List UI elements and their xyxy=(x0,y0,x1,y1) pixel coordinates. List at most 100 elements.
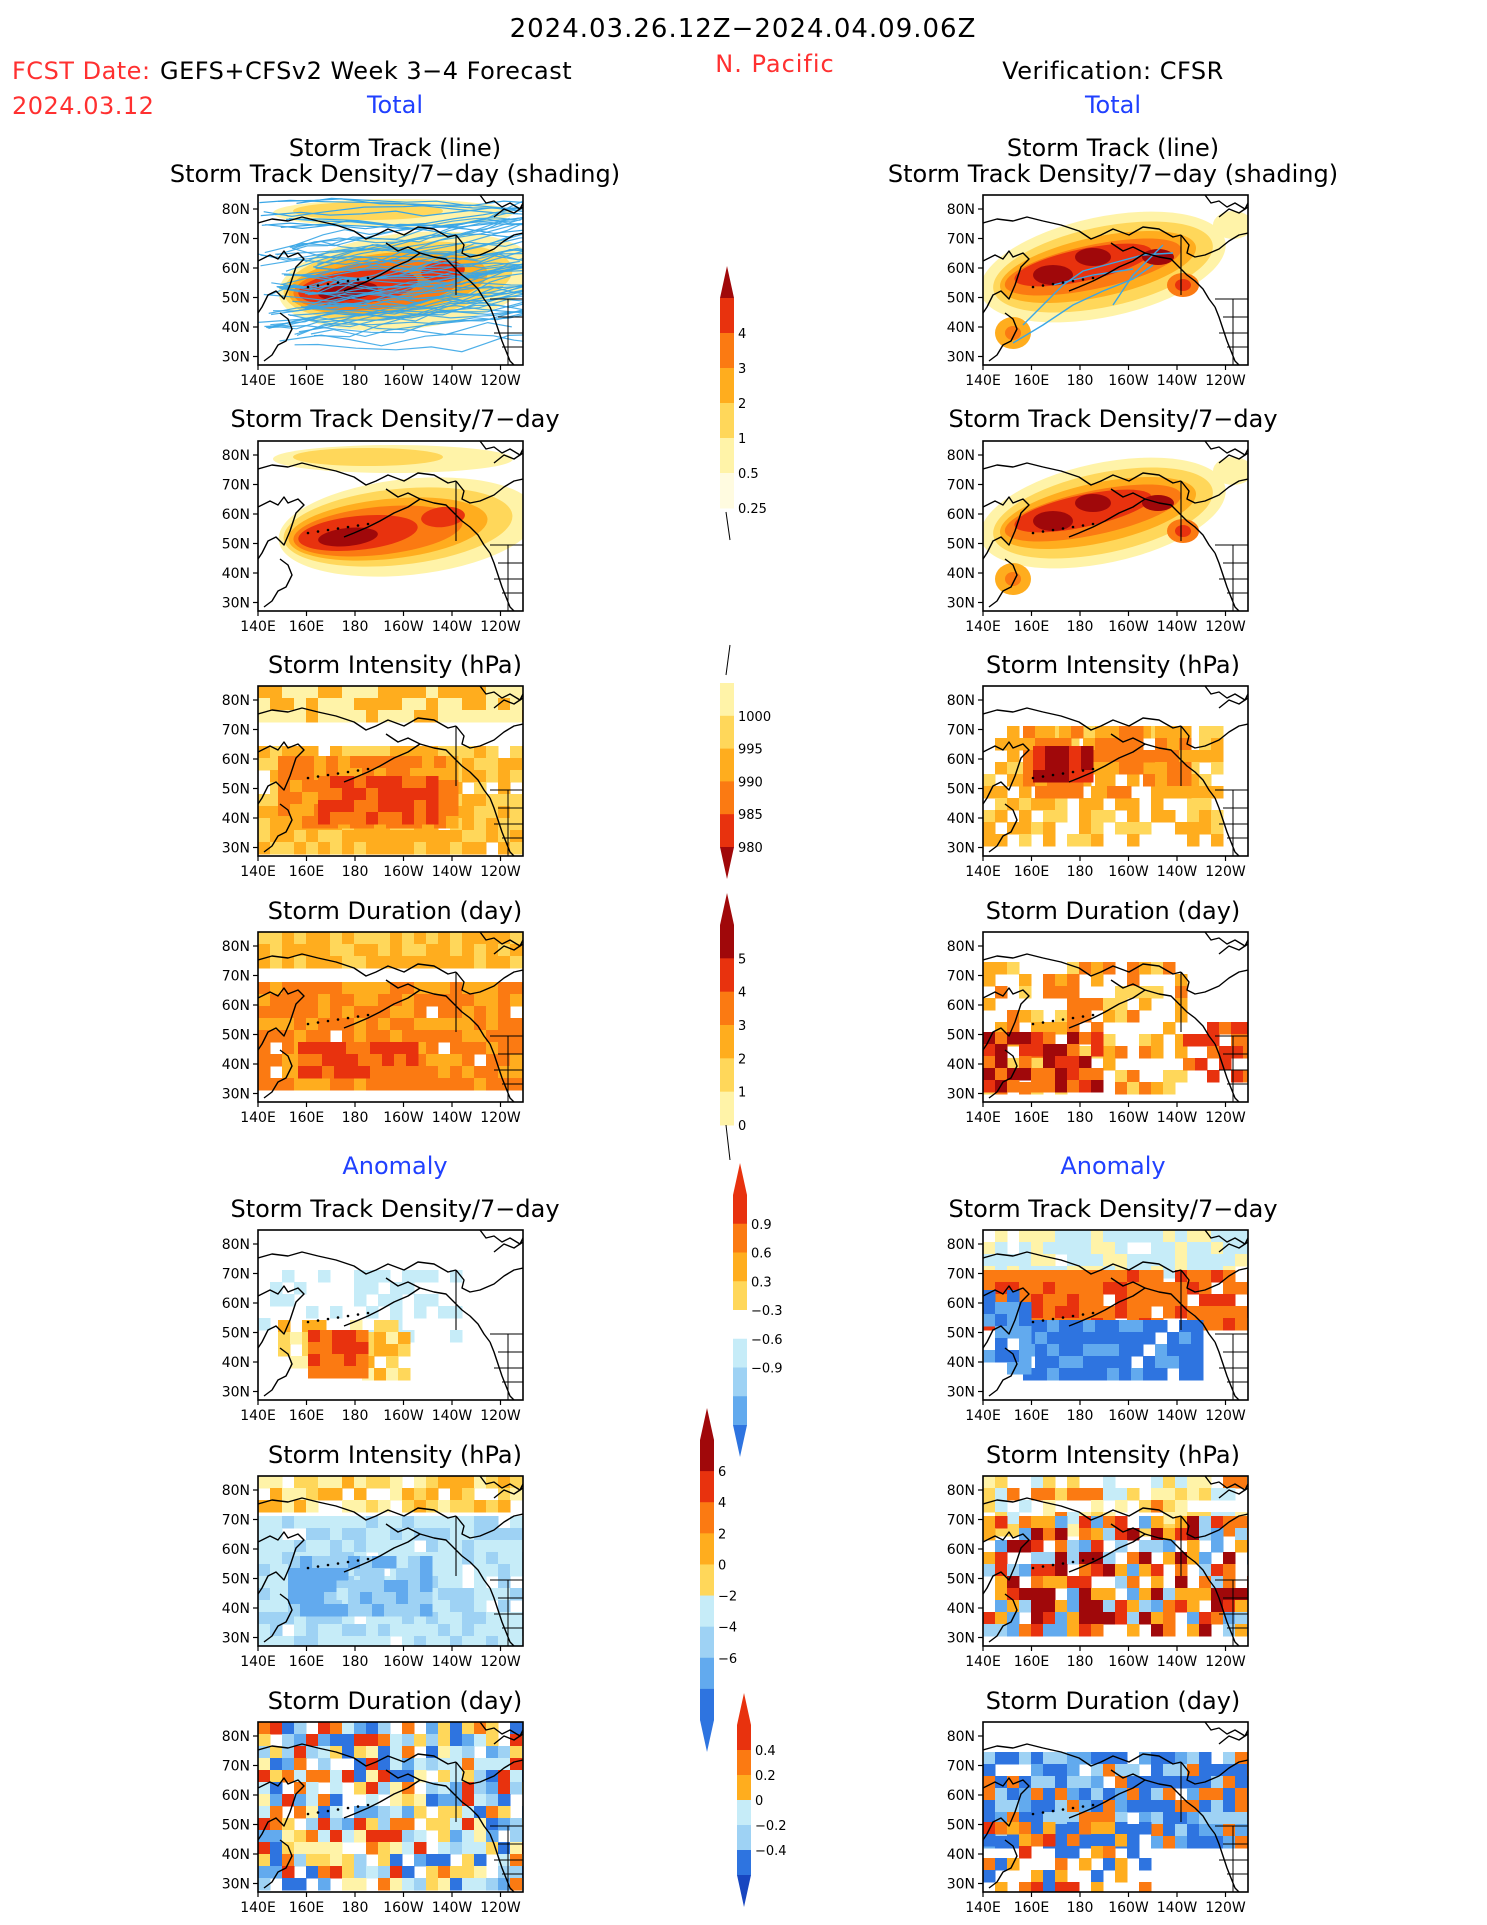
lon-tick-label: 120W xyxy=(1205,1110,1246,1126)
lon-tick-label: 160E xyxy=(289,373,325,389)
lat-tick-label: 60N xyxy=(222,998,250,1014)
lat-tick-label: 80N xyxy=(947,448,975,464)
lat-tick-label: 80N xyxy=(947,202,975,218)
lat-tick-label: 70N xyxy=(222,478,250,494)
colorbar-density-anomaly-swatch xyxy=(733,1367,747,1397)
lat-tick-label: 50N xyxy=(947,1818,975,1834)
lon-tick-label: 160E xyxy=(1014,1110,1050,1126)
lat-tick-label: 50N xyxy=(947,1572,975,1588)
lat-tick-label: 80N xyxy=(222,1729,250,1745)
lat-tick-label: 40N xyxy=(222,1601,250,1617)
colorbar-duration-anomaly-label: −0.2 xyxy=(755,1819,787,1834)
lon-tick-label: 140W xyxy=(432,1408,473,1424)
lon-tick-label: 160W xyxy=(383,1654,424,1670)
colorbar-density-swatch xyxy=(720,403,734,439)
panel-title-density-anom-left: Storm Track Density/7−day xyxy=(230,1195,559,1223)
lon-tick-label: 140W xyxy=(432,373,473,389)
lat-tick-label: 50N xyxy=(222,1028,250,1044)
lon-tick-label: 140W xyxy=(1157,1408,1198,1424)
colorbar-duration-label: 0 xyxy=(738,1119,746,1134)
lon-tick-label: 140W xyxy=(1157,373,1198,389)
lat-tick-label: 60N xyxy=(222,1542,250,1558)
lat-tick-label: 30N xyxy=(947,596,975,612)
lon-tick-label: 160W xyxy=(1108,1900,1149,1916)
lat-tick-label: 30N xyxy=(222,1385,250,1401)
colorbar-intensity-anomaly: 6 4 2 0 −2 −4 −6 xyxy=(700,1408,737,1752)
lon-tick-label: 160E xyxy=(1014,1900,1050,1916)
total-heading-left: Total xyxy=(366,91,423,119)
lat-tick-label: 30N xyxy=(222,1631,250,1647)
colorbar-duration-label: 1 xyxy=(738,1086,746,1101)
colorbar-duration-anomaly-swatch xyxy=(737,1750,751,1776)
fcst-date-value: 2024.03.12 xyxy=(12,92,154,120)
colorbar-density: 4 3 2 1 0.5 0.25 xyxy=(720,266,767,517)
panel-title-intensity-left: Storm Intensity (hPa) xyxy=(268,651,522,679)
lat-tick-label: 30N xyxy=(947,1631,975,1647)
colorbar-intensity-anomaly-swatch xyxy=(700,1440,714,1472)
lon-tick-label: 180 xyxy=(1067,373,1094,389)
lat-tick-label: 40N xyxy=(947,1847,975,1863)
anomaly-heading-right: Anomaly xyxy=(1060,1152,1165,1180)
lat-tick-label: 60N xyxy=(222,507,250,523)
colorbar-duration-anomaly-swatch xyxy=(737,1725,751,1751)
map-panel-forecast-duration-anomaly: 80N 70N 60N 50N 40N 30N 140E 160E 180 160W 140W 120… xyxy=(222,1721,524,1916)
map-panel-forecast-density: 80N 70N 60N 50N 40N 30N 140E 160E 180 160W 140W 120… xyxy=(222,440,524,635)
colorbar-intensity-anomaly-label: 0 xyxy=(718,1558,726,1573)
lon-tick-label: 180 xyxy=(1067,864,1094,880)
lon-tick-label: 140E xyxy=(965,1110,1001,1126)
colorbar-density-swatch xyxy=(720,333,734,369)
lon-tick-label: 140E xyxy=(965,1408,1001,1424)
lon-tick-label: 120W xyxy=(480,864,521,880)
colorbar-intensity-anomaly-label: −4 xyxy=(718,1621,737,1636)
lat-tick-label: 50N xyxy=(947,1028,975,1044)
lon-tick-label: 160W xyxy=(383,1110,424,1126)
map-panel-cfsr-duration: 80N 70N 60N 50N 40N 30N 140E 160E 180 160W 140W 120… xyxy=(947,931,1249,1126)
lat-tick-label: 70N xyxy=(222,723,250,739)
colorbar-density-anomaly-swatch xyxy=(733,1338,747,1368)
lat-tick-label: 40N xyxy=(222,1355,250,1371)
lat-tick-label: 30N xyxy=(222,350,250,366)
colorbar-duration: 5 4 3 2 1 0 xyxy=(720,893,746,1134)
colorbar-intensity-label: 985 xyxy=(738,808,763,823)
panel-title-track-shading-left: Storm Track Density/7−day (shading) xyxy=(170,160,620,188)
map-panel-forecast-density-anomaly-field xyxy=(258,1230,523,1400)
colorbar-intensity-anomaly-swatch xyxy=(700,1502,714,1534)
lon-tick-label: 180 xyxy=(342,864,369,880)
lon-tick-label: 140W xyxy=(432,1654,473,1670)
colorbar-density-anomaly-swatch xyxy=(733,1195,747,1225)
lon-tick-label: 180 xyxy=(342,1408,369,1424)
lat-tick-label: 50N xyxy=(222,291,250,307)
lat-tick-label: 40N xyxy=(947,566,975,582)
map-panel-forecast-track: 80N 70N 60N 50N 40N 30N 140E 160E 180 160W 140W 120… xyxy=(222,194,524,389)
lat-tick-label: 40N xyxy=(947,1601,975,1617)
map-panel-cfsr-track: 80N 70N 60N 50N 40N 30N 140E 160E 180 160W 140W 120… xyxy=(947,194,1249,389)
lat-tick-label: 50N xyxy=(947,537,975,553)
lon-tick-label: 120W xyxy=(480,619,521,635)
map-panel-cfsr-intensity: 80N 70N 60N 50N 40N 30N 140E 160E 180 160W 140W 120… xyxy=(947,685,1249,880)
colorbar-intensity-swatch xyxy=(720,781,734,815)
lon-tick-label: 160E xyxy=(1014,619,1050,635)
colorbar-intensity-label: 990 xyxy=(738,775,763,790)
lon-tick-label: 120W xyxy=(1205,619,1246,635)
panel-title-intensity-anom-right: Storm Intensity (hPa) xyxy=(986,1441,1240,1469)
lon-tick-label: 160E xyxy=(1014,1654,1050,1670)
map-panel-cfsr-intensity-anomaly: 80N 70N 60N 50N 40N 30N 140E 160E 180 160W 140W 120… xyxy=(947,1475,1249,1670)
lat-tick-label: 70N xyxy=(222,1267,250,1283)
lon-tick-label: 160E xyxy=(1014,373,1050,389)
lon-tick-label: 160E xyxy=(289,1408,325,1424)
lat-tick-label: 80N xyxy=(947,1237,975,1253)
colorbar-density-anomaly-swatch xyxy=(733,1252,747,1282)
lat-tick-label: 80N xyxy=(947,939,975,955)
colorbar-intensity-anomaly-swatch xyxy=(700,1657,714,1690)
lat-tick-label: 50N xyxy=(222,537,250,553)
colorbar-density-label: 2 xyxy=(738,397,746,412)
colorbar-duration-anomaly-swatch xyxy=(737,1850,751,1876)
lat-tick-label: 70N xyxy=(222,969,250,985)
lat-tick-label: 50N xyxy=(947,782,975,798)
lon-tick-label: 120W xyxy=(1205,1900,1246,1916)
colorbar-density-label: 3 xyxy=(738,362,746,377)
colorbar-density-anomaly-label: −0.9 xyxy=(751,1362,783,1377)
colorbar-density-label: 0.5 xyxy=(738,467,759,482)
lat-tick-label: 30N xyxy=(222,596,250,612)
lat-tick-label: 70N xyxy=(947,1513,975,1529)
